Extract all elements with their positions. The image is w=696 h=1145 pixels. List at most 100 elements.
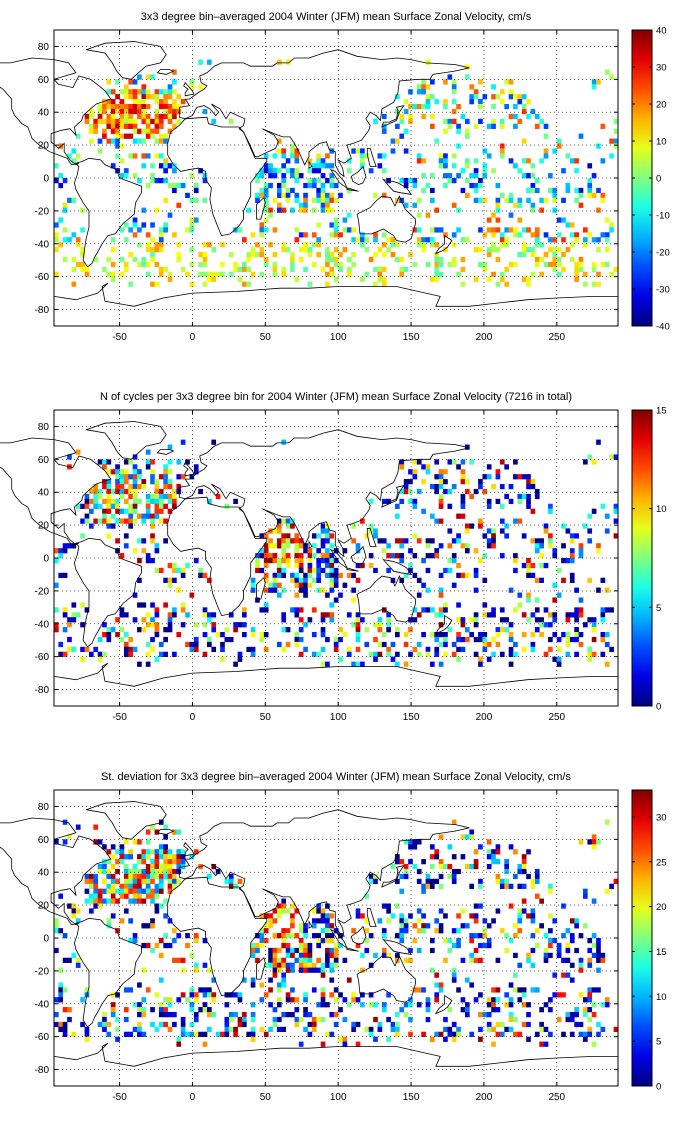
data-cell bbox=[329, 543, 335, 549]
data-cell bbox=[75, 503, 81, 509]
data-cell bbox=[294, 276, 300, 282]
data-cell bbox=[167, 498, 173, 505]
data-cell bbox=[495, 94, 501, 100]
data-cell bbox=[176, 459, 182, 465]
data-cell bbox=[228, 873, 234, 880]
data-cell bbox=[290, 607, 295, 613]
data-cell bbox=[381, 498, 387, 505]
data-cell bbox=[596, 143, 601, 149]
data-cell bbox=[285, 933, 291, 939]
y-tick-label: -40 bbox=[35, 619, 50, 630]
data-cell bbox=[399, 464, 405, 470]
data-cell bbox=[185, 933, 190, 939]
data-cell bbox=[259, 533, 265, 539]
data-cell bbox=[88, 123, 94, 129]
data-cell bbox=[478, 518, 483, 524]
data-cell bbox=[381, 1002, 387, 1008]
data-cell bbox=[517, 928, 523, 934]
chart-title: St. deviation for 3x3 degree bin–average… bbox=[101, 771, 571, 783]
data-cell bbox=[574, 158, 579, 164]
data-cell bbox=[425, 212, 431, 218]
data-cell bbox=[268, 923, 273, 929]
data-cell bbox=[561, 1031, 566, 1037]
data-cell bbox=[368, 651, 374, 657]
data-cell bbox=[285, 187, 291, 194]
data-cell bbox=[272, 553, 278, 559]
data-cell bbox=[110, 1012, 116, 1018]
data-cell bbox=[395, 903, 400, 909]
data-cell bbox=[233, 1012, 238, 1018]
data-cell bbox=[71, 903, 77, 909]
data-cell bbox=[473, 913, 479, 919]
data-cell bbox=[495, 997, 501, 1003]
data-cell bbox=[521, 868, 527, 875]
data-cell bbox=[591, 844, 597, 850]
data-cell bbox=[320, 661, 326, 667]
data-cell bbox=[307, 281, 313, 287]
data-cell bbox=[534, 627, 540, 633]
data-cell bbox=[97, 104, 103, 110]
data-cell bbox=[115, 1036, 120, 1042]
data-cell bbox=[54, 222, 59, 228]
data-cell bbox=[521, 493, 527, 500]
data-cell bbox=[416, 592, 422, 598]
data-cell bbox=[158, 849, 164, 855]
data-cell bbox=[207, 577, 212, 583]
data-cell bbox=[158, 518, 164, 524]
data-cell bbox=[154, 128, 160, 134]
data-cell bbox=[272, 952, 278, 959]
data-cell bbox=[259, 632, 265, 638]
data-cell bbox=[325, 562, 330, 569]
data-cell bbox=[399, 266, 405, 273]
data-cell bbox=[110, 878, 116, 885]
data-cell bbox=[587, 577, 593, 583]
coastline bbox=[350, 545, 367, 566]
data-cell bbox=[561, 237, 566, 243]
data-cell bbox=[521, 138, 527, 144]
data-cell bbox=[290, 518, 295, 524]
data-cell bbox=[167, 883, 173, 889]
data-cell bbox=[447, 543, 453, 549]
coastline bbox=[85, 421, 167, 460]
colorbar-tick-label: -10 bbox=[656, 211, 670, 222]
data-cell bbox=[268, 962, 273, 968]
data-cell bbox=[255, 173, 260, 179]
data-cell bbox=[123, 469, 129, 475]
data-cell bbox=[128, 89, 133, 95]
data-cell bbox=[565, 247, 571, 253]
colorbar-tick-label: 10 bbox=[656, 504, 667, 515]
data-cell bbox=[456, 123, 461, 129]
coastline bbox=[329, 169, 348, 190]
data-cell bbox=[167, 182, 173, 189]
data-cell bbox=[163, 89, 168, 95]
data-cell bbox=[167, 89, 173, 95]
data-cell bbox=[268, 212, 273, 218]
data-cell bbox=[207, 987, 212, 993]
data-cell bbox=[416, 868, 422, 875]
data-cell bbox=[58, 982, 64, 988]
data-cell bbox=[526, 493, 531, 500]
data-cell bbox=[154, 488, 160, 495]
x-tick-label: 150 bbox=[403, 712, 420, 723]
data-cell bbox=[434, 271, 440, 277]
data-cell bbox=[478, 227, 483, 233]
y-tick-label: 20 bbox=[38, 521, 50, 532]
data-cell bbox=[517, 217, 523, 223]
data-cell bbox=[123, 1031, 129, 1037]
data-cell bbox=[360, 617, 365, 623]
data-cell bbox=[97, 493, 103, 500]
data-cell bbox=[469, 952, 475, 959]
data-cell bbox=[569, 977, 575, 983]
data-cell bbox=[316, 1002, 321, 1008]
data-cell bbox=[128, 153, 133, 159]
data-cell bbox=[443, 469, 448, 475]
data-cell bbox=[456, 1026, 461, 1033]
data-cell bbox=[102, 844, 107, 850]
data-cell bbox=[198, 168, 203, 174]
data-cell bbox=[412, 839, 418, 845]
data-cell bbox=[123, 508, 129, 514]
data-cell bbox=[504, 197, 509, 203]
data-cell bbox=[276, 202, 282, 208]
data-cell bbox=[106, 493, 112, 500]
data-cell bbox=[569, 242, 575, 248]
